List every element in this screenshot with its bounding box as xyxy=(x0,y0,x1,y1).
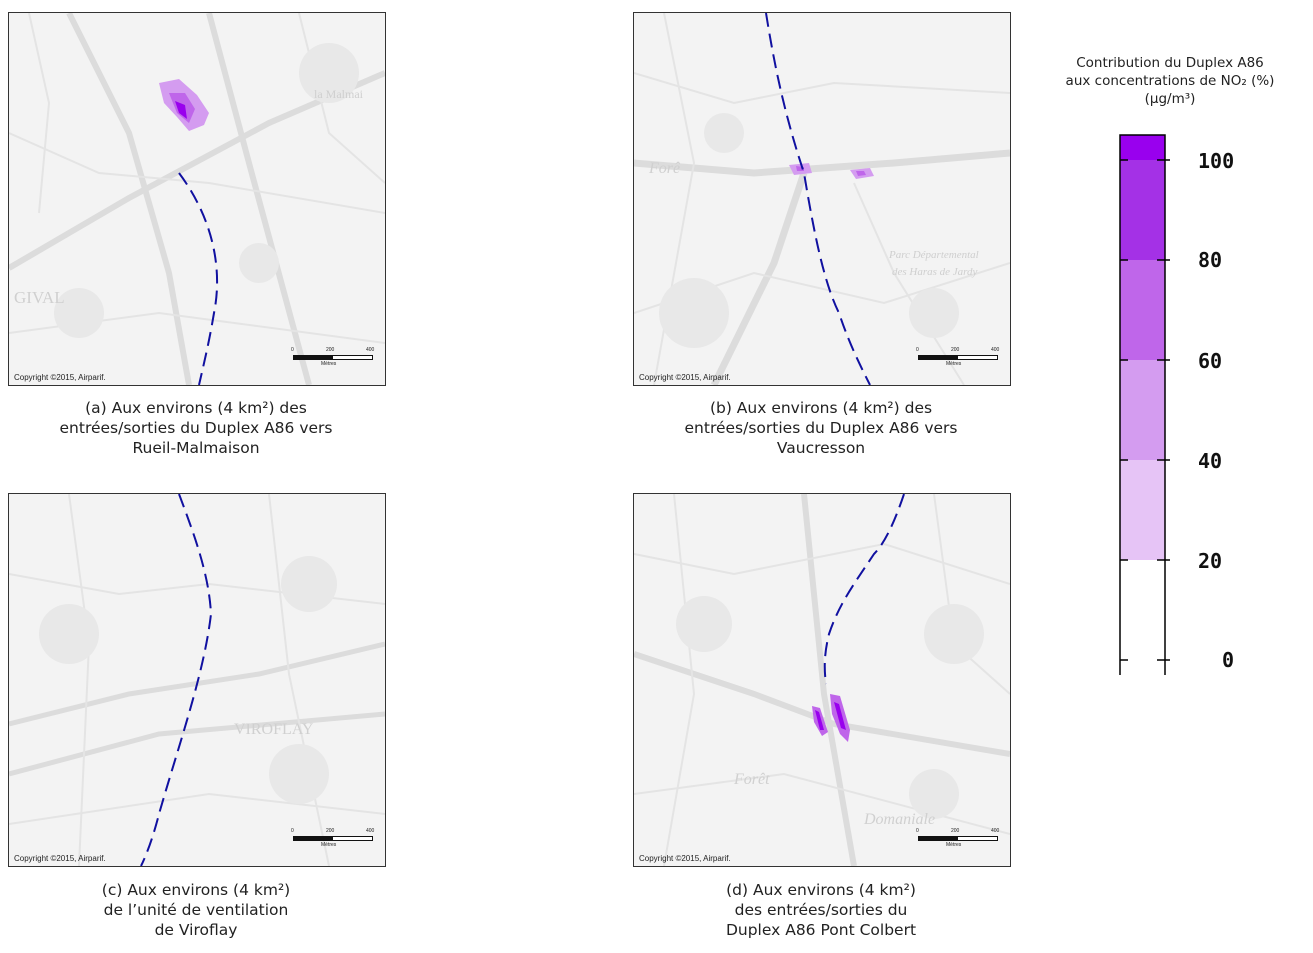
caption-d: (d) Aux environs (4 km²) des entrées/sor… xyxy=(725,881,917,939)
legend-swatch xyxy=(1120,360,1165,460)
legend-swatch xyxy=(1120,135,1165,160)
legend-label-20: 20 xyxy=(1198,549,1223,573)
map-panel-b: Forê Parc Départemental des Haras de Jar… xyxy=(633,12,1011,386)
tunnel-route-b xyxy=(765,13,871,385)
copyright-text: Copyright ©2015, Airparif. xyxy=(14,373,106,382)
map-label: Domaniale xyxy=(863,811,935,828)
legend-label-100: 100 xyxy=(1198,149,1235,173)
map-label: Forêt xyxy=(733,771,770,788)
scale-bar: 0 200 400 Mètres xyxy=(291,828,375,852)
scale-tick: 400 xyxy=(366,347,375,353)
pollution-plume-a xyxy=(159,79,209,131)
scale-tick: 200 xyxy=(951,347,960,353)
map-panel-a: la Malmai GIVAL Copyright ©2015, Airpari… xyxy=(8,12,386,386)
tunnel-route-a xyxy=(178,172,219,385)
scale-tick: 200 xyxy=(326,828,335,834)
color-scale-legend xyxy=(1119,134,1170,675)
copyright-text: Copyright ©2015, Airparif. xyxy=(639,373,731,382)
scale-unit: Mètres xyxy=(321,842,337,848)
legend-title: Contribution du Duplex A86 aux concentra… xyxy=(1065,55,1275,107)
map-label: VIROFLAY xyxy=(234,721,314,738)
scale-unit: Mètres xyxy=(946,361,962,367)
legend-swatch xyxy=(1120,160,1165,260)
scale-bar: 0 200 400 Mètres xyxy=(291,347,375,371)
map-label: des Haras de Jardy xyxy=(892,266,978,278)
scale-tick: 0 xyxy=(291,347,294,353)
scale-tick: 0 xyxy=(291,828,294,834)
map-label: Parc Départemental xyxy=(888,249,979,261)
scale-tick: 200 xyxy=(326,347,335,353)
legend-label-40: 40 xyxy=(1198,449,1223,473)
tunnel-route-c xyxy=(140,494,213,866)
scale-tick: 200 xyxy=(951,828,960,834)
map-label: Forê xyxy=(648,160,681,177)
legend-label-0: 0 xyxy=(1222,648,1235,672)
pollution-plume-d xyxy=(812,694,850,742)
legend-swatch xyxy=(1120,460,1165,560)
scale-tick: 0 xyxy=(916,828,919,834)
map-d-svg: Forêt Domaniale xyxy=(634,494,1010,866)
copyright-text: Copyright ©2015, Airparif. xyxy=(14,854,106,863)
legend-swatch xyxy=(1120,560,1165,660)
legend-label-60: 60 xyxy=(1198,349,1223,373)
copyright-text: Copyright ©2015, Airparif. xyxy=(639,854,731,863)
map-label: GIVAL xyxy=(14,288,65,307)
map-a-svg: la Malmai GIVAL xyxy=(9,13,385,385)
scale-unit: Mètres xyxy=(946,842,962,848)
caption-a: (a) Aux environs (4 km²) des entrées/sor… xyxy=(59,399,333,457)
legend-swatch xyxy=(1120,260,1165,360)
scale-unit: Mètres xyxy=(321,361,337,367)
map-b-svg: Forê Parc Départemental des Haras de Jar… xyxy=(634,13,1010,385)
map-label: la Malmai xyxy=(314,87,364,101)
legend-outline xyxy=(1119,134,1166,675)
scale-tick: 0 xyxy=(916,347,919,353)
scale-tick: 400 xyxy=(991,828,1000,834)
scale-bar: 0 200 400 Mètres xyxy=(916,828,1000,852)
map-c-svg: VIROFLAY xyxy=(9,494,385,866)
tunnel-route-d xyxy=(823,494,905,685)
scale-bar: 0 200 400 Mètres xyxy=(916,347,1000,371)
caption-c: (c) Aux environs (4 km²) de l’unité de v… xyxy=(101,881,291,939)
legend-label-80: 80 xyxy=(1198,248,1223,272)
caption-b: (b) Aux environs (4 km²) des entrées/sor… xyxy=(684,399,958,457)
scale-tick: 400 xyxy=(991,347,1000,353)
pollution-plume-b xyxy=(789,163,874,179)
scale-tick: 400 xyxy=(366,828,375,834)
map-panel-c: VIROFLAY Copyright ©2015, Airparif. 0 20… xyxy=(8,493,386,867)
map-panel-d: Forêt Domaniale Copyright ©2015, Airpari… xyxy=(633,493,1011,867)
